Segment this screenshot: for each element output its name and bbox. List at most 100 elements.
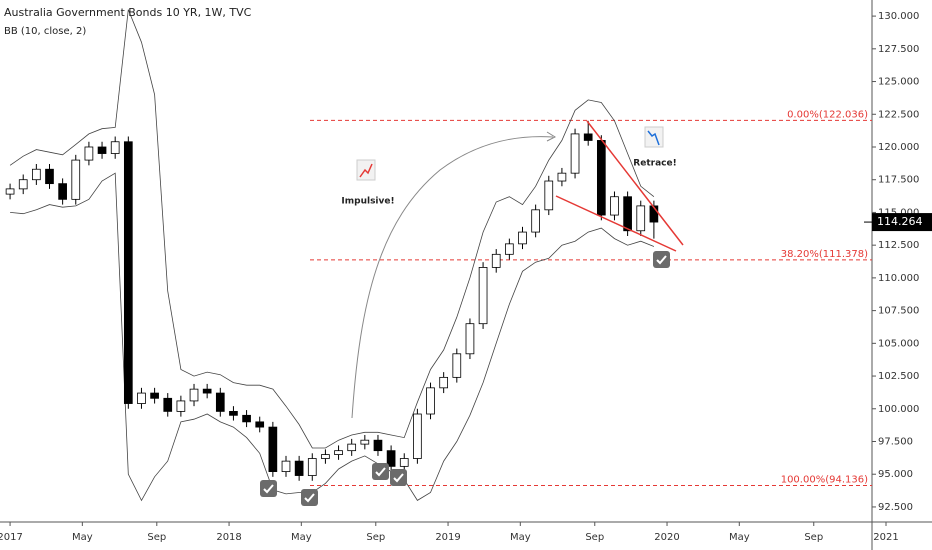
y-tick-label: 107.500: [878, 306, 919, 317]
candle-body: [426, 387, 435, 415]
x-tick-label: 2019: [435, 532, 460, 543]
check-box: [260, 480, 277, 497]
candle-body: [137, 392, 146, 404]
candle-body: [84, 146, 94, 161]
x-tick-label: May: [72, 532, 93, 543]
candle-body: [583, 133, 593, 141]
candle-body: [97, 146, 107, 154]
candle-body: [5, 188, 15, 195]
y-tick-label: 122.500: [878, 109, 919, 120]
candle-body: [71, 159, 81, 200]
y-tick-label: 92.500: [878, 502, 913, 513]
candle-body: [229, 410, 238, 416]
candle-body: [110, 141, 120, 154]
candle-body: [18, 179, 28, 190]
x-tick-label: Sep: [804, 532, 823, 543]
check-mark: [656, 255, 667, 265]
fib-label: 38.20%(111.378): [781, 249, 868, 260]
candle-body: [176, 400, 186, 412]
last-price-label: 114.264: [877, 215, 923, 228]
candle-body: [242, 414, 251, 423]
candle-body: [557, 172, 567, 182]
candle-body: [452, 353, 462, 378]
x-tick-label: May: [729, 532, 750, 543]
candle-body: [268, 426, 278, 473]
candle-body: [45, 168, 54, 185]
chart-icon: [356, 159, 376, 181]
indicator-label: BB (10, close, 2): [4, 26, 86, 37]
candle-body: [123, 141, 133, 404]
x-tick-label: Sep: [147, 532, 166, 543]
y-tick-label: 102.500: [878, 371, 919, 382]
candle-body: [636, 205, 646, 232]
candle-body: [150, 392, 159, 399]
y-tick-label: 112.500: [878, 240, 919, 251]
bollinger-band: [9, 9, 655, 449]
chart-icon: [644, 126, 664, 148]
x-tick-label: 2020: [654, 532, 679, 543]
candle-body: [255, 421, 265, 428]
y-tick-label: 117.500: [878, 175, 919, 186]
y-tick-label: 115.000: [878, 207, 919, 218]
x-tick-label: May: [510, 532, 531, 543]
x-tick-label: 2021: [873, 532, 898, 543]
last-price-box: [872, 213, 932, 232]
wedge-line: [555, 195, 677, 252]
y-tick-label: 130.000: [878, 11, 919, 22]
x-tick-label: 2017: [0, 532, 23, 543]
candle-body: [294, 460, 304, 476]
x-tick-label: Sep: [585, 532, 604, 543]
check-mark: [393, 473, 404, 483]
candle-body: [478, 267, 488, 325]
check-box: [372, 463, 389, 480]
candle-body: [610, 196, 619, 216]
candle-body: [570, 133, 580, 174]
y-tick-label: 95.000: [878, 469, 913, 480]
y-tick-label: 125.000: [878, 77, 919, 88]
candle-body: [347, 443, 357, 452]
chart-title: Australia Government Bonds 10 YR, 1W, TV…: [4, 6, 252, 19]
y-tick-label: 97.500: [878, 437, 913, 448]
candle-body: [465, 323, 475, 355]
check-mark: [263, 484, 274, 494]
candle-body: [413, 413, 422, 459]
candle-body: [373, 439, 383, 452]
candle-body: [544, 180, 554, 211]
y-tick-label: 110.000: [878, 273, 919, 284]
candle-body: [518, 231, 527, 245]
candle-body: [334, 450, 343, 455]
candle-body: [531, 209, 540, 233]
candle-body: [491, 253, 501, 268]
annotation: Retrace!: [633, 159, 676, 169]
impulse-arrow: [351, 136, 554, 419]
x-tick-label: 2018: [216, 532, 241, 543]
candle-body: [189, 388, 199, 402]
y-tick-label: 127.500: [878, 44, 919, 55]
candle-body: [281, 460, 291, 473]
y-tick-label: 100.000: [878, 404, 919, 415]
candle-body: [505, 243, 514, 255]
candle-body: [307, 458, 317, 476]
candle-body: [439, 376, 449, 389]
annotation: Impulsive!: [341, 197, 394, 207]
check-box: [301, 489, 318, 506]
candle-body: [596, 140, 606, 216]
candle-body: [649, 205, 659, 223]
check-mark: [375, 467, 386, 477]
check-icons: [260, 251, 670, 506]
check-box: [653, 251, 670, 268]
candle-body: [202, 388, 212, 394]
candle-body: [360, 439, 370, 445]
wedge-line: [586, 120, 684, 246]
x-tick-label: May: [291, 532, 312, 543]
y-tick-label: 120.000: [878, 142, 919, 153]
candle-body: [215, 392, 225, 412]
candle-body: [399, 458, 409, 467]
check-mark: [304, 493, 315, 503]
candle-body: [623, 196, 632, 232]
arrow-head: [546, 131, 557, 142]
